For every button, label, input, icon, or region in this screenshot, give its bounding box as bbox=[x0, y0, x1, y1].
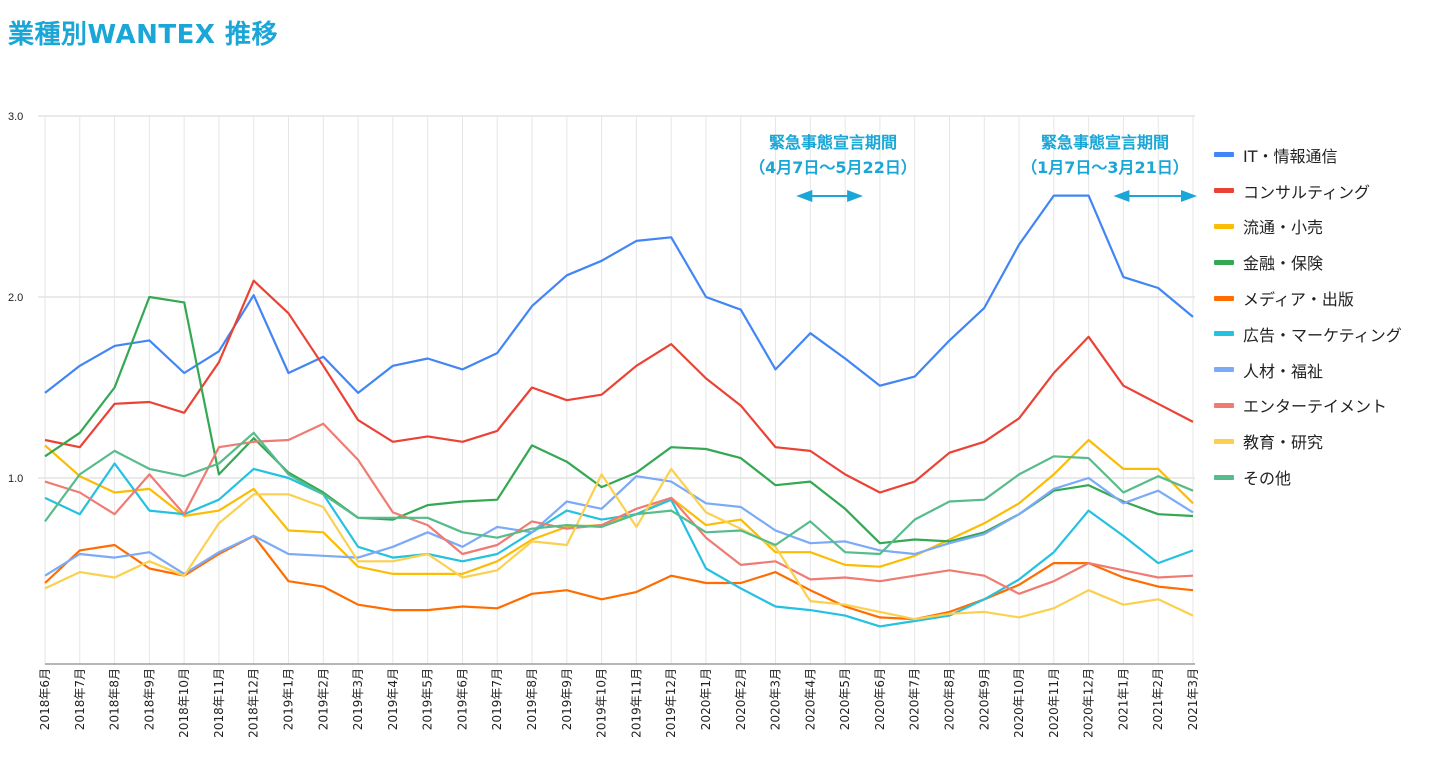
legend-item[interactable]: 金融・保険 bbox=[1214, 244, 1402, 280]
x-tick-label: 2018年9月 bbox=[142, 668, 156, 730]
x-tick-label: 2018年6月 bbox=[38, 668, 52, 730]
series-line-8[interactable] bbox=[44, 467, 1194, 621]
series-line-3[interactable] bbox=[44, 295, 1194, 545]
legend-label: 金融・保険 bbox=[1243, 254, 1324, 274]
annotation-period: （1月7日〜3月21日） bbox=[1021, 158, 1189, 177]
legend-label: 流通・小売 bbox=[1243, 218, 1324, 238]
legend-item[interactable]: コンサルティング bbox=[1214, 173, 1402, 209]
x-tick-label: 2020年12月 bbox=[1082, 668, 1096, 738]
legend-label: 人材・福祉 bbox=[1243, 361, 1324, 381]
annotation-title: 緊急事態宣言期間 bbox=[1040, 133, 1169, 152]
legend-label: コンサルティング bbox=[1243, 182, 1371, 202]
series-line-7[interactable] bbox=[44, 422, 1194, 595]
x-tick-label: 2019年8月 bbox=[525, 668, 539, 730]
x-tick-label: 2019年2月 bbox=[316, 668, 330, 730]
series-layer bbox=[44, 194, 1194, 628]
x-tick-label: 2018年12月 bbox=[247, 668, 261, 738]
legend-item[interactable]: メディア・出版 bbox=[1214, 280, 1402, 316]
legend-swatch-icon bbox=[1214, 152, 1234, 158]
emergency-period-annotation-2: 緊急事態宣言期間 （1月7日〜3月21日） bbox=[1000, 130, 1210, 180]
legend-swatch-icon bbox=[1214, 188, 1234, 194]
x-tick-label: 2020年11月 bbox=[1047, 668, 1061, 738]
x-tick-label: 2019年6月 bbox=[455, 668, 469, 730]
annotation-title: 緊急事態宣言期間 bbox=[768, 133, 897, 152]
x-tick-label: 2020年8月 bbox=[942, 668, 956, 730]
legend-swatch-icon bbox=[1214, 295, 1234, 301]
legend-swatch-icon bbox=[1214, 259, 1234, 265]
x-tick-label: 2019年12月 bbox=[664, 668, 678, 738]
page-title: 業種別WANTEX 推移 bbox=[8, 20, 278, 50]
chart-legend: IT・情報通信コンサルティング 流通・小売金融・保険メディア・出版広告・マーケティ… bbox=[1214, 137, 1402, 495]
annotation-period: （4月7日〜5月22日） bbox=[749, 158, 917, 177]
legend-swatch-icon bbox=[1214, 402, 1234, 408]
legend-swatch-icon bbox=[1214, 223, 1234, 229]
x-tick-label: 2021年3月 bbox=[1186, 668, 1200, 730]
legend-item[interactable]: 人材・福祉 bbox=[1214, 352, 1402, 388]
legend-swatch-icon bbox=[1214, 331, 1234, 337]
x-tick-label: 2018年10月 bbox=[177, 668, 191, 738]
x-tick-label: 2020年2月 bbox=[734, 668, 748, 730]
legend-item[interactable]: エンターテイメント bbox=[1214, 388, 1402, 424]
x-tick-label: 2020年9月 bbox=[977, 668, 991, 730]
x-tick-label: 2021年1月 bbox=[1116, 668, 1130, 730]
y-tick-label: 1.0 bbox=[8, 473, 23, 485]
x-tick-label: 2020年4月 bbox=[803, 668, 817, 730]
series-line-1[interactable] bbox=[44, 279, 1194, 494]
legend-label: IT・情報通信 bbox=[1243, 146, 1338, 166]
x-tick-label: 2018年7月 bbox=[73, 668, 87, 730]
x-tick-label: 2019年5月 bbox=[421, 668, 435, 730]
legend-item[interactable]: その他 bbox=[1214, 459, 1402, 495]
y-tick-label: 3.0 bbox=[8, 111, 23, 123]
legend-label: 教育・研究 bbox=[1243, 433, 1324, 453]
legend-label: その他 bbox=[1243, 469, 1292, 489]
legend-label: エンターテイメント bbox=[1243, 397, 1388, 417]
x-tick-label: 2020年1月 bbox=[699, 668, 713, 730]
y-axis: 3.0 2.0 1.0 bbox=[8, 111, 23, 485]
legend-label: メディア・出版 bbox=[1243, 290, 1354, 310]
legend-label: 広告・マーケティング bbox=[1243, 325, 1402, 345]
x-tick-label: 2019年4月 bbox=[386, 668, 400, 730]
x-tick-label: 2019年7月 bbox=[490, 668, 504, 730]
legend-swatch-icon bbox=[1214, 438, 1234, 444]
x-tick-label: 2021年2月 bbox=[1151, 668, 1165, 730]
x-tick-label: 2019年11月 bbox=[629, 668, 643, 738]
legend-item[interactable]: 流通・小売 bbox=[1214, 209, 1402, 245]
x-tick-label: 2018年8月 bbox=[108, 668, 122, 730]
grid-layer bbox=[38, 115, 1195, 665]
series-line-6[interactable] bbox=[44, 475, 1194, 577]
series-line-5[interactable] bbox=[44, 462, 1194, 628]
legend-item[interactable]: 広告・マーケティング bbox=[1214, 316, 1402, 352]
x-tick-label: 2020年7月 bbox=[908, 668, 922, 730]
series-line-9[interactable] bbox=[44, 431, 1194, 556]
x-tick-label: 2020年5月 bbox=[838, 668, 852, 730]
x-tick-label: 2019年10月 bbox=[595, 668, 609, 738]
x-tick-label: 2018年11月 bbox=[212, 668, 226, 738]
emergency-period-annotation-1: 緊急事態宣言期間 （4月7日〜5月22日） bbox=[728, 130, 938, 180]
legend-swatch-icon bbox=[1214, 367, 1234, 373]
y-tick-label: 2.0 bbox=[8, 292, 23, 304]
legend-item[interactable]: IT・情報通信 bbox=[1214, 137, 1402, 173]
x-tick-label: 2020年6月 bbox=[873, 668, 887, 730]
x-tick-label: 2019年9月 bbox=[560, 668, 574, 730]
x-tick-label: 2019年1月 bbox=[282, 668, 296, 730]
x-tick-label: 2020年3月 bbox=[769, 668, 783, 730]
x-axis: 2018年6月 2018年7月 2018年8月 2018年9月 2018年10月 2018… bbox=[38, 668, 1200, 738]
legend-swatch-icon bbox=[1214, 474, 1234, 480]
legend-item[interactable]: 教育・研究 bbox=[1214, 423, 1402, 459]
x-tick-label: 2019年3月 bbox=[351, 668, 365, 730]
x-tick-label: 2020年10月 bbox=[1012, 668, 1026, 738]
